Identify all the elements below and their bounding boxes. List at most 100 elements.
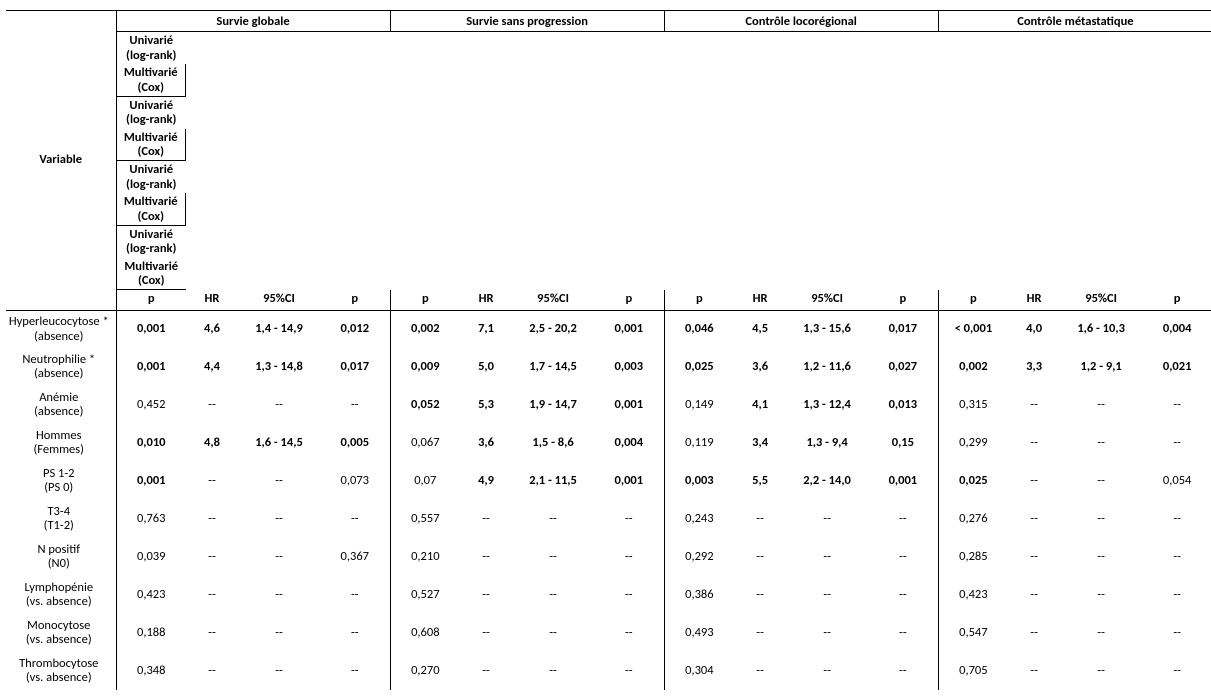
table-row: Thrombocytose(vs. absence)0,348------0,2… (6, 652, 1211, 690)
cell-p-univ: 0,243 (664, 500, 734, 538)
table-body: Hyperleucocytose *(absence)0,0014,61,4 -… (6, 310, 1211, 690)
subheader-multivariate: Multivarié (Cox) (117, 129, 187, 162)
table-row: N positif(N0)0,039----0,3670,210------0,… (6, 538, 1211, 576)
cell-hr: -- (734, 500, 786, 538)
variable-cell: Hyperleucocytose *(absence) (6, 310, 116, 348)
cell-ci: -- (512, 652, 594, 690)
variable-reference: (Femmes) (6, 443, 112, 457)
cell-ci: 2,5 - 20,2 (512, 310, 594, 348)
cell-ci: 1,3 - 15,6 (786, 310, 868, 348)
cell-hr: 4,8 (186, 424, 238, 462)
variable-cell: T3-4(T1-2) (6, 500, 116, 538)
cell-ci: -- (512, 500, 594, 538)
header-row-subgroups: Univarié (log-rank) Multivarié (Cox) Uni… (6, 32, 1211, 291)
cell-p-univ: 0,002 (938, 348, 1008, 386)
cell-p-multi: -- (1142, 652, 1211, 690)
table-row: PS 1-2(PS 0)0,001----0,0730,074,92,1 - 1… (6, 462, 1211, 500)
cell-hr: -- (1008, 500, 1060, 538)
table-row: Monocytose(vs. absence)0,188------0,608-… (6, 614, 1211, 652)
col-p: p (594, 290, 664, 310)
col-hr: HR (1008, 290, 1060, 310)
cell-p-univ: 0,149 (664, 386, 734, 424)
cell-p-univ: 0,025 (664, 348, 734, 386)
header-row-outcomes: Variable Survie globale Survie sans prog… (6, 11, 1211, 32)
col-p: p (868, 290, 938, 310)
cell-hr: -- (734, 652, 786, 690)
cell-p-univ: 0,423 (116, 576, 186, 614)
cell-hr: 4,6 (186, 310, 238, 348)
subheader-multivariate: Multivarié (Cox) (117, 258, 187, 291)
cell-p-multi: 0,004 (594, 424, 664, 462)
cell-p-univ: 0,052 (390, 386, 460, 424)
col-ci: 95%CI (1060, 290, 1142, 310)
cell-ci: -- (1060, 652, 1142, 690)
variable-cell: Neutrophilie *(absence) (6, 348, 116, 386)
variable-cell: Thrombocytose(vs. absence) (6, 652, 116, 690)
cell-hr: -- (1008, 652, 1060, 690)
cell-p-multi: -- (1142, 386, 1211, 424)
cell-p-univ: 0,452 (116, 386, 186, 424)
cell-p-univ: 0,292 (664, 538, 734, 576)
col-ci: 95%CI (238, 290, 320, 310)
variable-cell: PS 1-2(PS 0) (6, 462, 116, 500)
variable-column-header: Variable (6, 11, 116, 311)
variable-reference: (PS 0) (6, 481, 112, 495)
cell-ci: 2,2 - 14,0 (786, 462, 868, 500)
cell-p-univ: 0,002 (390, 310, 460, 348)
cell-p-multi: -- (868, 614, 938, 652)
variable-reference: (T1-2) (6, 519, 112, 533)
cell-ci: -- (238, 538, 320, 576)
variable-cell: N positif(N0) (6, 538, 116, 576)
cell-p-multi: 0,001 (594, 462, 664, 500)
col-ci: 95%CI (786, 290, 868, 310)
cell-ci: -- (786, 538, 868, 576)
cell-hr: 4,1 (734, 386, 786, 424)
cell-p-multi: -- (594, 614, 664, 652)
outcome-header: Contrôle métastatique (938, 11, 1211, 32)
col-hr: HR (460, 290, 512, 310)
cell-ci: -- (512, 576, 594, 614)
cell-ci: 1,9 - 14,7 (512, 386, 594, 424)
cell-p-univ: 0,009 (390, 348, 460, 386)
cell-p-univ: 0,188 (116, 614, 186, 652)
cell-p-multi: -- (868, 652, 938, 690)
cell-ci: -- (1060, 538, 1142, 576)
cell-p-univ: 0,001 (116, 348, 186, 386)
cell-ci: 1,6 - 14,5 (238, 424, 320, 462)
cell-hr: -- (186, 538, 238, 576)
cell-p-multi: 0,027 (868, 348, 938, 386)
outcome-header: Survie globale (116, 11, 390, 32)
cell-p-univ: 0,025 (938, 462, 1008, 500)
col-hr: HR (734, 290, 786, 310)
variable-reference: (vs. absence) (6, 633, 112, 647)
cell-p-multi: 0,003 (594, 348, 664, 386)
cell-p-univ: 0,003 (664, 462, 734, 500)
cell-ci: -- (786, 576, 868, 614)
cell-hr: 5,5 (734, 462, 786, 500)
cell-p-univ: 0,547 (938, 614, 1008, 652)
cell-p-multi: -- (1142, 538, 1211, 576)
cell-ci: 2,1 - 11,5 (512, 462, 594, 500)
cell-p-multi: 0,005 (320, 424, 390, 462)
cell-hr: -- (186, 500, 238, 538)
cell-ci: -- (238, 652, 320, 690)
cell-ci: 1,4 - 14,9 (238, 310, 320, 348)
cell-p-multi: 0,001 (868, 462, 938, 500)
variable-reference: (absence) (6, 367, 112, 381)
cell-ci: 1,3 - 14,8 (238, 348, 320, 386)
cell-hr: 3,6 (460, 424, 512, 462)
cell-ci: 1,3 - 9,4 (786, 424, 868, 462)
variable-cell: Anémie(absence) (6, 386, 116, 424)
table-header: Variable Survie globale Survie sans prog… (6, 11, 1211, 311)
cell-ci: 1,2 - 9,1 (1060, 348, 1142, 386)
cell-p-multi: -- (320, 500, 390, 538)
cell-p-multi: 0,073 (320, 462, 390, 500)
cell-p-multi: -- (868, 538, 938, 576)
cell-hr: -- (460, 538, 512, 576)
cell-ci: -- (238, 614, 320, 652)
table-row: Lymphopénie(vs. absence)0,423------0,527… (6, 576, 1211, 614)
cell-p-multi: 0,021 (1142, 348, 1211, 386)
cell-hr: -- (460, 576, 512, 614)
cell-p-multi: 0,017 (320, 348, 390, 386)
cell-p-multi: -- (320, 386, 390, 424)
